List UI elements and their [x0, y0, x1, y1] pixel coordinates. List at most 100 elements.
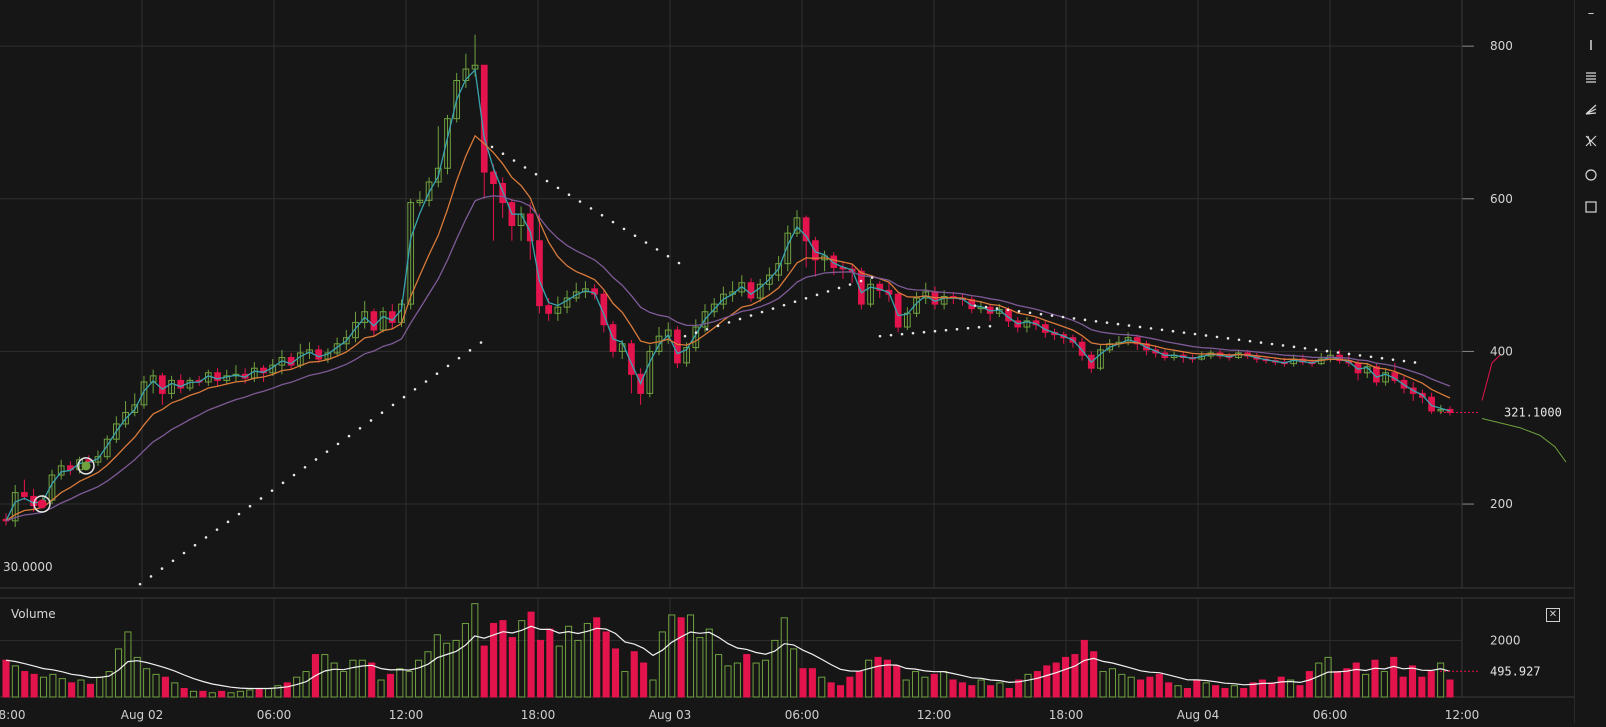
sar-dot	[1171, 329, 1175, 333]
volume-bar-down	[1418, 676, 1426, 698]
sar-dot	[468, 349, 472, 352]
sar-dot	[501, 152, 505, 156]
sar-dot	[303, 465, 307, 469]
sar-dot	[911, 331, 915, 335]
last-volume-label: 495.927	[1490, 664, 1541, 678]
chart-background	[0, 0, 1574, 723]
volume-tick-label: 2000	[1490, 633, 1521, 647]
sar-dot	[870, 276, 874, 279]
buy-marker-dot	[81, 461, 91, 471]
candle-up	[1023, 320, 1031, 328]
sar-dot	[1281, 344, 1285, 347]
sar-dot	[1149, 327, 1153, 330]
volume-bar-up	[114, 648, 123, 698]
fibonacci-fan-icon[interactable]	[1581, 100, 1601, 120]
sar-dot	[1413, 361, 1417, 364]
sar-dot	[1017, 310, 1021, 313]
sar-dot	[889, 333, 893, 337]
sar-dot	[644, 241, 648, 244]
candle-down	[802, 217, 810, 242]
sar-dot	[878, 334, 882, 338]
candle-up	[554, 306, 562, 314]
minus-icon[interactable]: –	[1587, 6, 1595, 21]
sar-dot	[204, 536, 208, 539]
volume-bar-down	[1343, 668, 1351, 698]
volume-bar-down	[1446, 679, 1454, 698]
sar-dot	[694, 331, 698, 335]
fast-ma-line	[5, 68, 1451, 522]
candle-up	[113, 423, 120, 440]
candle-up	[692, 326, 700, 349]
sar-dot	[995, 307, 999, 310]
rectangle-icon[interactable]	[1581, 198, 1601, 218]
sar-dot	[760, 310, 764, 314]
sar-dot	[1061, 315, 1065, 319]
volume-bar-up	[471, 603, 479, 698]
candle-down	[830, 255, 838, 268]
volume-bar-down	[1390, 656, 1398, 698]
sar-dot	[771, 307, 775, 310]
volume-bar-up	[1324, 656, 1332, 698]
volume-bar-up	[780, 617, 788, 698]
volume-bar-up	[1362, 673, 1370, 698]
sar-dot	[1160, 328, 1164, 332]
sar-dot	[457, 356, 461, 360]
volume-bar-down	[1080, 639, 1088, 698]
sar-dot	[479, 341, 483, 344]
candle-down	[1428, 396, 1435, 412]
gann-fan-icon[interactable]	[1581, 132, 1601, 152]
volume-bar-up	[143, 668, 151, 698]
candle-up	[434, 167, 442, 183]
sar-dot	[1259, 341, 1263, 344]
circle-icon[interactable]	[1581, 166, 1601, 186]
volume-bar-up	[396, 668, 404, 698]
sar-dot	[347, 434, 351, 438]
candle-down	[21, 492, 28, 497]
sar-dot	[1380, 356, 1384, 360]
volume-bar-up	[1099, 671, 1107, 698]
candle-up	[1382, 372, 1389, 383]
sar-dot	[1391, 358, 1395, 361]
volume-bar-up	[171, 682, 179, 698]
candle-down	[858, 270, 865, 305]
volume-bar-up	[724, 665, 732, 698]
volume-bar-up	[415, 659, 423, 698]
sar-dot	[984, 305, 988, 309]
candlestick-chart[interactable]: 8:00 Aug 02 06:00 12:00 18:00 Aug 03 06:00 12:0…	[0, 0, 1574, 723]
close-volume-panel-button[interactable]: ✕	[1546, 608, 1560, 622]
sar-dot	[922, 330, 926, 334]
parallel-lines-icon[interactable]	[1581, 68, 1601, 88]
volume-bar-down	[161, 676, 169, 698]
sar-dot	[248, 504, 252, 508]
volume-bar-up	[733, 662, 741, 698]
volume-bar-up	[377, 679, 385, 698]
volume-bar-down	[1165, 682, 1173, 698]
sar-dot	[270, 489, 274, 492]
volume-bar-up	[293, 676, 301, 698]
volume-bar-up	[790, 648, 798, 698]
candle-down	[490, 171, 497, 185]
candle-up	[168, 379, 175, 394]
x-tick-label: 06:00	[785, 708, 820, 722]
volume-bar-up	[658, 631, 666, 698]
sar-dot	[1050, 314, 1054, 317]
horizontal-line-icon[interactable]	[1581, 36, 1601, 56]
volume-bar-down	[368, 662, 376, 698]
volume-bar-up	[996, 682, 1004, 698]
volume-bar-up	[302, 671, 310, 698]
volume-bar-down	[21, 671, 29, 698]
sar-dot	[1314, 348, 1318, 351]
candle-down	[315, 349, 323, 360]
candle-up	[784, 232, 792, 265]
sar-dot	[1193, 332, 1197, 336]
sar-dot	[1182, 331, 1186, 334]
volume-bar-up	[405, 671, 413, 698]
volume-bar-up	[1108, 668, 1116, 698]
volume-bar-down	[86, 683, 94, 698]
volume-bar-up	[77, 679, 85, 698]
volume-ma-line	[5, 625, 1451, 690]
volume-bar-up	[349, 659, 357, 698]
volume-bar-up	[555, 645, 563, 698]
candle-up	[416, 199, 424, 204]
candle-up	[379, 311, 387, 331]
